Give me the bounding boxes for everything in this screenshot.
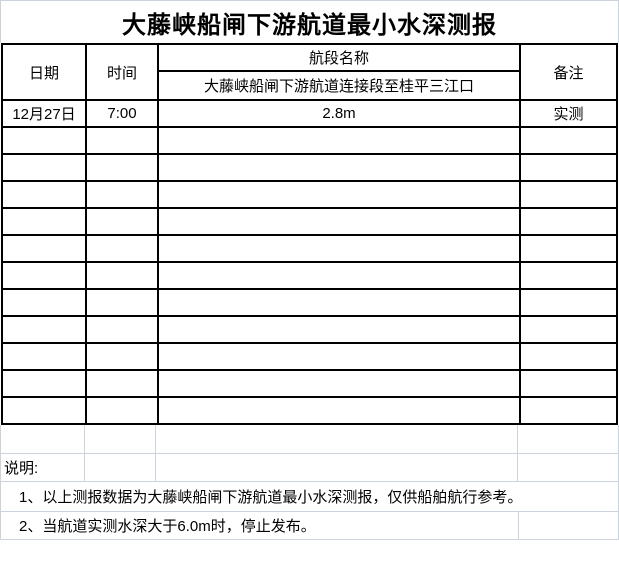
cell-depth bbox=[157, 396, 521, 425]
cell-time bbox=[85, 126, 159, 155]
spacer-cell bbox=[85, 454, 156, 481]
cell-remark bbox=[519, 261, 618, 290]
note-2-text: 2、当航道实测水深大于6.0m时，停止发布。 bbox=[1, 512, 519, 539]
cell-time bbox=[85, 369, 159, 398]
cell-remark bbox=[519, 288, 618, 317]
cell-time: 7:00 bbox=[85, 99, 159, 128]
cell-depth bbox=[157, 288, 521, 317]
table-row-empty bbox=[1, 207, 618, 236]
cell-depth bbox=[157, 207, 521, 236]
table-row-empty bbox=[1, 369, 618, 398]
note-row-1: 1、以上测报数据为大藤峡船闸下游航道最小水深测报，仅供船舶航行参考。 bbox=[0, 482, 619, 512]
cell-date bbox=[1, 180, 87, 209]
header-time: 时间 bbox=[85, 43, 159, 101]
cell-depth bbox=[157, 234, 521, 263]
table-row-empty bbox=[1, 261, 618, 290]
cell-date bbox=[1, 126, 87, 155]
cell-time bbox=[85, 234, 159, 263]
cell-remark bbox=[519, 207, 618, 236]
table-row-empty bbox=[1, 234, 618, 263]
table-row-empty bbox=[1, 342, 618, 371]
cell-depth bbox=[157, 180, 521, 209]
cell-depth bbox=[157, 315, 521, 344]
cell-remark: 实测 bbox=[519, 99, 618, 128]
notes-label-row: 说明: bbox=[0, 454, 619, 482]
table-row-empty bbox=[1, 126, 618, 155]
cell-remark bbox=[519, 180, 618, 209]
cell-remark bbox=[519, 234, 618, 263]
cell-remark bbox=[519, 396, 618, 425]
spacer-cell bbox=[156, 454, 518, 481]
note-1-text: 1、以上测报数据为大藤峡船闸下游航道最小水深测报，仅供船舶航行参考。 bbox=[19, 489, 523, 506]
cell-date bbox=[1, 315, 87, 344]
cell-time bbox=[85, 180, 159, 209]
cell-remark bbox=[519, 369, 618, 398]
table-body: 日期 时间 航段名称 备注 大藤峡船闸下游航道连接段至桂平三江口 12月27日 … bbox=[1, 43, 618, 425]
header-subrow: 大藤峡船闸下游航道连接段至桂平三江口 bbox=[2, 70, 617, 101]
cell-remark bbox=[519, 126, 618, 155]
cell-time bbox=[85, 288, 159, 317]
cell-time bbox=[85, 261, 159, 290]
cell-date bbox=[1, 207, 87, 236]
cell-depth bbox=[157, 342, 521, 371]
header-row: 日期 时间 航段名称 备注 bbox=[1, 43, 618, 101]
spacer-row bbox=[0, 425, 619, 454]
header-segment-name: 大藤峡船闸下游航道连接段至桂平三江口 bbox=[157, 70, 521, 101]
spacer-cell bbox=[156, 425, 518, 453]
cell-depth bbox=[157, 369, 521, 398]
cell-date bbox=[1, 288, 87, 317]
table-row-empty bbox=[1, 288, 618, 317]
cell-date bbox=[1, 261, 87, 290]
spacer-cell bbox=[519, 512, 618, 539]
cell-date: 12月27日 bbox=[1, 99, 87, 128]
notes-label: 说明: bbox=[1, 454, 85, 481]
cell-remark bbox=[519, 342, 618, 371]
spacer-cell bbox=[518, 454, 618, 481]
cell-date bbox=[1, 396, 87, 425]
water-depth-table: 日期 时间 航段名称 备注 大藤峡船闸下游航道连接段至桂平三江口 12月27日 … bbox=[1, 43, 618, 425]
cell-depth: 2.8m bbox=[157, 99, 521, 128]
cell-time bbox=[85, 207, 159, 236]
cell-time bbox=[85, 342, 159, 371]
cell-remark bbox=[519, 315, 618, 344]
cell-depth bbox=[157, 126, 521, 155]
header-remark: 备注 bbox=[519, 43, 618, 101]
spacer-cell bbox=[518, 425, 618, 453]
table-row-empty bbox=[1, 180, 618, 209]
report-title: 大藤峡船闸下游航道最小水深测报 bbox=[0, 0, 619, 43]
cell-time bbox=[85, 396, 159, 425]
cell-date bbox=[1, 234, 87, 263]
cell-date bbox=[1, 342, 87, 371]
note-row-2: 2、当航道实测水深大于6.0m时，停止发布。 bbox=[0, 512, 619, 540]
cell-date bbox=[1, 153, 87, 182]
data-row: 12月27日 7:00 2.8m 实测 bbox=[1, 99, 618, 128]
header-date: 日期 bbox=[1, 43, 87, 101]
cell-date bbox=[1, 369, 87, 398]
table-row-empty bbox=[1, 153, 618, 182]
cell-time bbox=[85, 153, 159, 182]
cell-depth bbox=[157, 261, 521, 290]
spacer-cell bbox=[85, 425, 156, 453]
table-row-empty bbox=[1, 315, 618, 344]
cell-remark bbox=[519, 153, 618, 182]
spacer-cell bbox=[1, 425, 85, 453]
cell-depth bbox=[157, 153, 521, 182]
cell-time bbox=[85, 315, 159, 344]
header-segment: 航段名称 bbox=[157, 43, 521, 72]
table-row-empty bbox=[1, 396, 618, 425]
